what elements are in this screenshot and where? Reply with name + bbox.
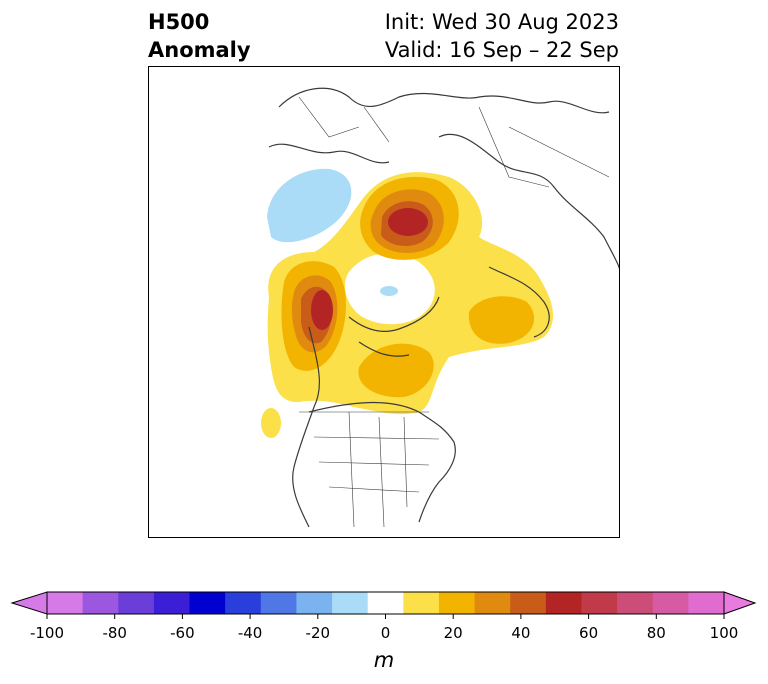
colorbar-cell [118,592,155,614]
map-title-right: Init: Wed 30 Aug 2023 Valid: 16 Sep – 22… [385,8,619,64]
map-panel [148,66,620,538]
coastlines [268,87,619,528]
colorbar-extend-low [10,591,48,615]
colorbar-cell [617,592,654,614]
colorbar-ticks [46,614,725,619]
anomaly-map [261,87,619,528]
colorbar-cell [688,592,725,614]
colorbar-cell [82,592,119,614]
colorbar-unit-label: m [373,648,395,672]
colorbar-tick-label: 0 [380,624,391,642]
colorbar-tick-label: 20 [443,624,463,642]
valid-range: Valid: 16 Sep – 22 Sep [384,38,619,62]
colorbar-tick-label: -40 [237,624,263,642]
colorbar-cell [474,592,511,614]
negative-pole-spot [380,286,398,296]
colorbar-tick-label: -100 [29,624,65,642]
colorbar-cell [403,592,440,614]
colorbar-tick-label: 80 [646,624,666,642]
colorbar-cell [225,592,262,614]
colorbar-cell [47,592,84,614]
colorbar-cell [153,592,191,614]
map-title-left: H500 Anomaly [148,8,251,64]
colorbar-extend-high [723,591,757,615]
colorbar-cell [510,592,547,614]
positive-anomaly-small [261,408,281,438]
colorbar-tick-label: 60 [579,624,599,642]
colorbar-cell [545,592,582,614]
colorbar-cell [367,592,404,614]
anomaly-50-60-north [388,208,428,236]
colorbar-tick-label: 40 [511,624,531,642]
colorbar-cell [189,592,226,614]
colorbar-cell [652,592,689,614]
colorbar-tick-label: -20 [305,624,331,642]
title-field: Anomaly [148,38,251,62]
colorbar-tick-label: 100 [709,624,739,642]
negative-anomaly-asia [267,168,352,243]
colorbar-cells [47,592,725,614]
init-date: Init: Wed 30 Aug 2023 [384,10,619,34]
anomaly-20-30-center [358,343,434,398]
title-variable: H500 [148,10,210,34]
colorbar-cell [296,592,333,614]
colorbar-cell [438,592,476,614]
political-borders [298,96,610,528]
colorbar-cell [260,592,297,614]
anomaly-50-60-west [311,290,333,330]
anomaly-20-30-east [468,296,535,344]
colorbar-cell [332,592,369,614]
colorbar [10,591,757,619]
colorbar-tick-label: -80 [102,624,127,642]
colorbar-cell [581,592,618,614]
colorbar-tick-label: -60 [170,624,195,642]
